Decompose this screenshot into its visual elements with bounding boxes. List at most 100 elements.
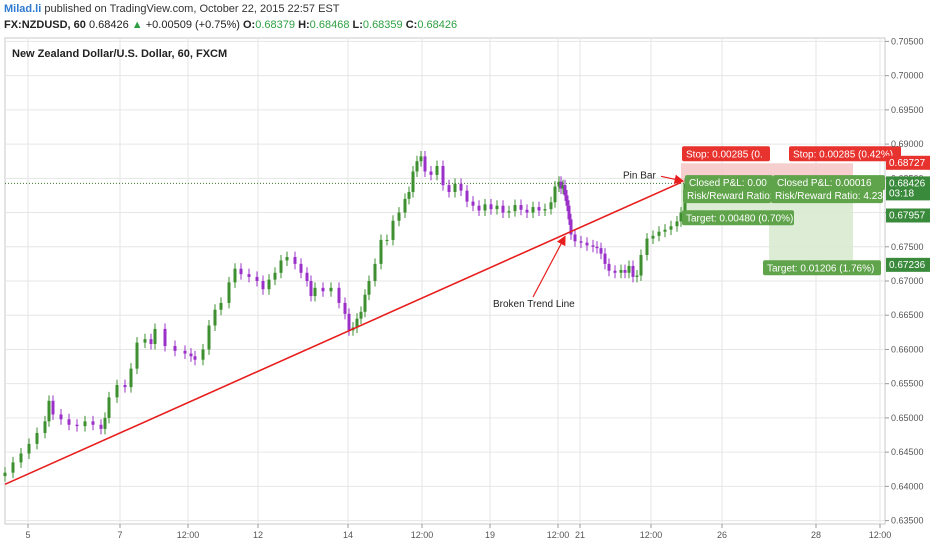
candle-body — [391, 220, 395, 240]
pin-bar-arrow — [660, 174, 685, 184]
candle-body — [543, 209, 547, 211]
candle-body — [397, 212, 401, 221]
candle-body — [559, 181, 563, 189]
y-tick-label: 0.65000 — [891, 413, 924, 423]
candle-body — [595, 246, 599, 249]
high-value: 0.68468 — [309, 19, 350, 31]
candle-body — [419, 156, 423, 162]
stop-label-bg — [682, 146, 770, 162]
candle-body — [607, 263, 611, 271]
x-tick-label: 12:00 — [547, 530, 570, 540]
x-tick-label: 12:00 — [411, 530, 434, 540]
price-label-bg — [886, 186, 930, 201]
candle-body — [233, 268, 237, 283]
rr-label: Risk/Reward Ratio: — [687, 191, 773, 202]
candle-body — [373, 263, 377, 281]
price-label-bg — [886, 257, 930, 272]
x-axis: 5 7 12:00 12 14 12:00 19 12:00 21 12:00 26 28 12:00 — [25, 524, 891, 540]
candle-body — [363, 294, 367, 312]
candle-body — [347, 313, 351, 331]
candle-body — [549, 202, 553, 210]
candle-body — [51, 400, 55, 415]
candle-body — [27, 443, 31, 454]
candle-body — [675, 221, 679, 227]
trend-line[interactable] — [4, 181, 682, 486]
candle-body — [669, 226, 673, 230]
y-tick-label: 0.69000 — [891, 139, 924, 149]
closed-pl-label-bg — [773, 175, 885, 191]
stop-label: Stop: 0.00285 (0. — [686, 149, 763, 160]
candle-body — [411, 171, 415, 193]
candle-body — [343, 302, 347, 314]
candle-body — [173, 346, 177, 351]
candle-body — [227, 282, 231, 303]
price-label: 03:18 — [889, 188, 914, 199]
publish-info: Milad.li published on TradingView.com, O… — [4, 3, 340, 15]
y-tick-label: 0.69500 — [891, 105, 924, 115]
candle-body — [415, 161, 419, 172]
candle-body — [299, 263, 303, 273]
candle-body — [453, 183, 457, 193]
x-tick-label: 12 — [253, 530, 263, 540]
candle-body — [247, 274, 251, 277]
candle-body — [407, 192, 411, 199]
x-tick-label: 12:00 — [177, 530, 200, 540]
candle-body — [213, 309, 217, 326]
candle-body — [207, 325, 211, 350]
candle-body — [603, 253, 607, 264]
candle-body — [663, 229, 667, 232]
candle-body — [385, 239, 389, 241]
open-value: 0.68379 — [255, 19, 295, 31]
candle-body — [635, 275, 639, 277]
candle-body — [35, 432, 39, 444]
y-tick-label: 0.66500 — [891, 310, 924, 320]
candle-body — [135, 342, 139, 369]
candle-body — [531, 207, 535, 213]
candle-body — [565, 195, 569, 206]
candle-body — [103, 417, 107, 429]
candle-body — [599, 248, 603, 254]
author-name[interactable]: Milad.li — [4, 3, 42, 15]
candle-body — [447, 185, 451, 193]
candle-body — [379, 239, 383, 264]
low-value: 0.68359 — [362, 19, 403, 31]
candle-body — [489, 204, 493, 210]
candle-body — [631, 265, 635, 277]
annotation-broken-trend-line: Broken Trend Line — [493, 299, 575, 310]
high-label: H: — [298, 19, 310, 31]
candle-body — [591, 245, 595, 247]
candle-body — [501, 205, 505, 213]
position-labels: Stop: 0.00285 (0. Closed P&L: 0.00 Risk/Re… — [682, 146, 901, 276]
y-tick-label: 0.67000 — [891, 276, 924, 286]
change-arrow-icon: ▲ — [131, 19, 143, 31]
x-tick-label: 28 — [811, 530, 821, 540]
candle-body — [91, 421, 95, 425]
publish-text: published on TradingView.com, October 22… — [44, 3, 340, 15]
candle-body — [149, 339, 153, 344]
x-tick-label: 26 — [717, 530, 727, 540]
ohlc-bar: FX:NZDUSD, 60 0.68426 ▲ +0.00509 (+0.75%… — [4, 19, 457, 31]
candle-body — [313, 287, 317, 297]
candle-body — [67, 419, 71, 425]
candle-body — [329, 287, 333, 292]
candle-body — [441, 166, 445, 186]
rr-label-bg — [771, 188, 883, 204]
candle-body — [573, 234, 577, 242]
closed-pl-label-bg — [685, 175, 773, 191]
x-tick-label: 5 — [25, 530, 30, 540]
y-tick-label: 0.64500 — [891, 447, 924, 457]
candle-body — [129, 368, 133, 388]
candle-body — [189, 353, 193, 357]
candle-body — [11, 462, 15, 473]
last-price: 0.68426 — [88, 19, 129, 31]
closed-pl-label: Closed P&L: 0.00016 — [777, 178, 872, 189]
candle-body — [471, 201, 475, 206]
candle-body — [585, 242, 589, 246]
candle-body — [3, 472, 7, 477]
x-tick-label: 19 — [485, 530, 495, 540]
candle-body — [459, 183, 463, 191]
symbol-label: FX:NZDUSD, 60 — [4, 19, 86, 31]
candle-body — [561, 185, 565, 189]
target-label: Target: 0.00480 (0.70%) — [686, 213, 793, 224]
